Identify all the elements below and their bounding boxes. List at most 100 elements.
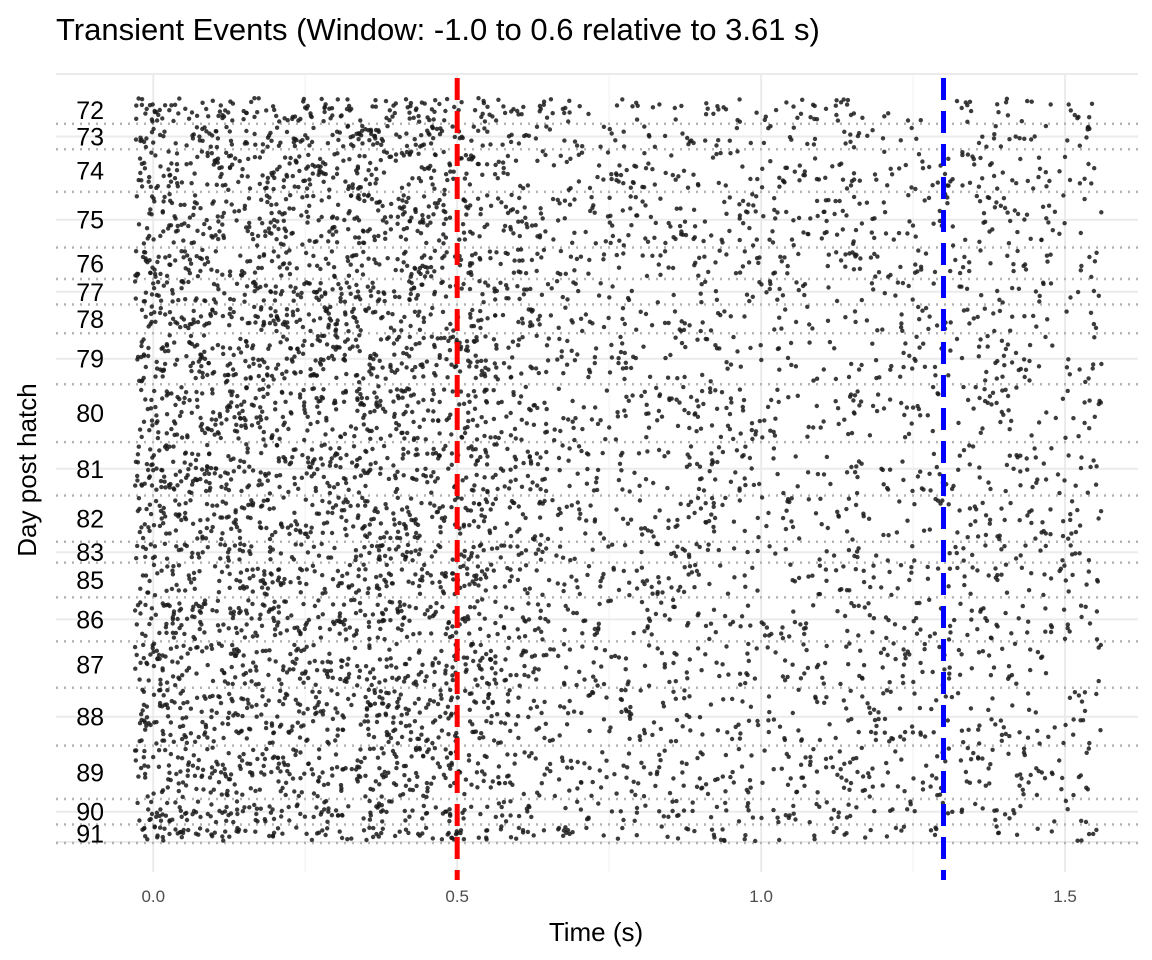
event-point (698, 426, 704, 431)
event-point (802, 631, 807, 637)
event-point (871, 575, 876, 580)
event-point (718, 563, 723, 568)
event-point (623, 413, 628, 419)
event-point (164, 412, 170, 417)
event-point (307, 182, 313, 187)
event-point (961, 308, 967, 313)
event-point (835, 609, 840, 614)
event-point (468, 315, 473, 320)
event-point (457, 402, 462, 407)
event-point (300, 671, 305, 676)
event-point (572, 437, 577, 443)
event-point (141, 241, 147, 246)
event-point (1041, 461, 1047, 466)
event-point (404, 131, 409, 136)
event-point (626, 398, 631, 403)
event-point (575, 471, 580, 476)
event-point (237, 415, 243, 421)
event-point (754, 237, 759, 242)
event-point (314, 295, 319, 300)
event-point (502, 110, 508, 116)
event-point (282, 599, 287, 604)
event-point (479, 542, 484, 547)
event-point (133, 666, 138, 671)
event-point (1006, 408, 1011, 413)
event-point (923, 251, 929, 256)
event-point (520, 335, 525, 340)
event-point (577, 104, 582, 109)
event-point (538, 211, 544, 216)
event-point (609, 355, 615, 360)
event-point (198, 529, 203, 535)
event-point (617, 163, 622, 168)
event-point (188, 580, 194, 585)
event-point (639, 565, 645, 570)
event-point (630, 393, 635, 398)
event-point (276, 567, 281, 572)
event-point (794, 280, 799, 285)
event-point (686, 515, 691, 520)
event-point (571, 610, 576, 616)
event-point (479, 358, 484, 364)
event-point (867, 433, 873, 438)
event-point (791, 218, 796, 223)
event-point (993, 575, 998, 580)
event-point (558, 153, 563, 158)
event-point (267, 321, 273, 326)
event-point (838, 681, 843, 687)
event-point (394, 387, 400, 392)
event-point (179, 249, 184, 254)
event-point (280, 414, 286, 420)
event-point (346, 671, 352, 677)
event-point (288, 391, 293, 396)
event-point (160, 209, 165, 214)
event-point (471, 124, 476, 129)
event-point (253, 320, 258, 325)
event-point (564, 504, 569, 509)
event-point (141, 249, 147, 255)
event-point (187, 398, 192, 403)
event-point (372, 234, 377, 239)
event-point (238, 570, 244, 575)
event-point (460, 616, 465, 622)
event-point (243, 225, 249, 230)
event-point (410, 475, 415, 481)
event-point (483, 450, 489, 455)
event-point (443, 574, 448, 579)
event-point (229, 392, 234, 398)
event-point (507, 365, 512, 370)
event-point (761, 140, 767, 146)
event-point (225, 405, 230, 410)
event-point (162, 129, 167, 134)
event-point (590, 547, 595, 552)
event-point (1013, 556, 1019, 561)
event-point (852, 309, 858, 314)
event-point (963, 237, 968, 242)
event-point (354, 319, 359, 324)
event-point (1038, 548, 1043, 553)
event-point (323, 590, 328, 595)
event-point (847, 251, 852, 256)
event-point (795, 484, 800, 489)
event-point (167, 253, 172, 259)
event-point (305, 220, 310, 225)
event-point (270, 104, 276, 109)
event-point (160, 396, 165, 401)
event-point (144, 226, 150, 231)
event-point (376, 290, 381, 295)
event-point (154, 413, 159, 418)
event-point (293, 527, 299, 533)
event-point (451, 328, 456, 333)
event-point (262, 591, 267, 596)
event-point (287, 271, 293, 277)
event-point (462, 176, 468, 181)
event-point (488, 142, 493, 147)
event-point (909, 565, 914, 570)
event-point (663, 240, 668, 246)
event-point (305, 550, 311, 555)
event-point (143, 314, 148, 319)
event-point (227, 165, 233, 171)
event-point (220, 313, 226, 319)
event-point (574, 682, 579, 688)
event-point (1093, 482, 1099, 487)
